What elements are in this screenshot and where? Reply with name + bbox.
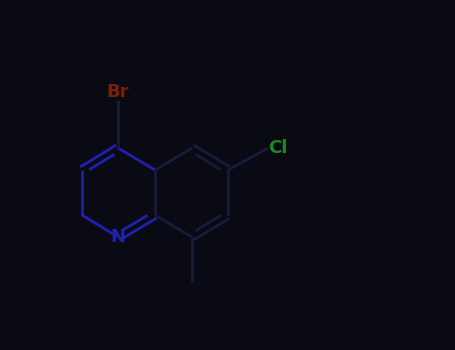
Text: Cl: Cl: [268, 139, 288, 157]
Text: Br: Br: [107, 83, 129, 101]
Text: N: N: [111, 228, 126, 246]
